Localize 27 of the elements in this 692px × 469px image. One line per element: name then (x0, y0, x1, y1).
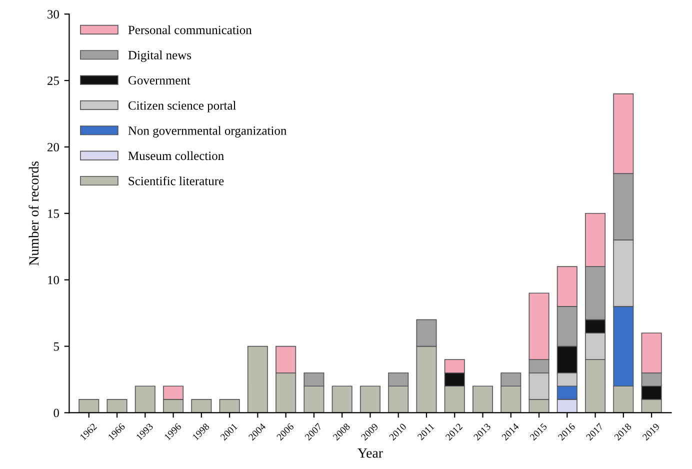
x-tick-label: 2001 (220, 423, 238, 441)
bar (219, 399, 240, 413)
legend-label: Citizen science portal (128, 100, 236, 112)
y-tick-label: 20 (48, 142, 59, 152)
bar (191, 399, 212, 413)
legend-label: Digital news (128, 50, 192, 62)
y-axis-title: Number of records (28, 161, 39, 266)
y-tick-label: 5 (54, 342, 59, 351)
bar (247, 346, 268, 413)
legend-label: Non governmental organization (128, 126, 287, 138)
legend-label: Scientific literature (128, 176, 224, 186)
x-tick-label: 2011 (417, 423, 435, 440)
legend-label: Personal communication (128, 25, 252, 34)
bar (332, 386, 352, 413)
bar (78, 399, 100, 413)
y-tick-label: 30 (48, 10, 59, 19)
bar (106, 399, 128, 413)
y-tick-label: 10 (48, 276, 59, 284)
x-axis-title: Year (358, 448, 383, 458)
bar (360, 386, 380, 413)
legend-label: Museum collection (128, 151, 224, 160)
bar (134, 386, 156, 413)
y-tick-label: 0 (54, 408, 59, 418)
y-tick-label: 25 (48, 76, 59, 85)
y-tick-label: 15 (48, 209, 59, 218)
legend-label: Government (128, 76, 190, 85)
bar (472, 386, 494, 413)
